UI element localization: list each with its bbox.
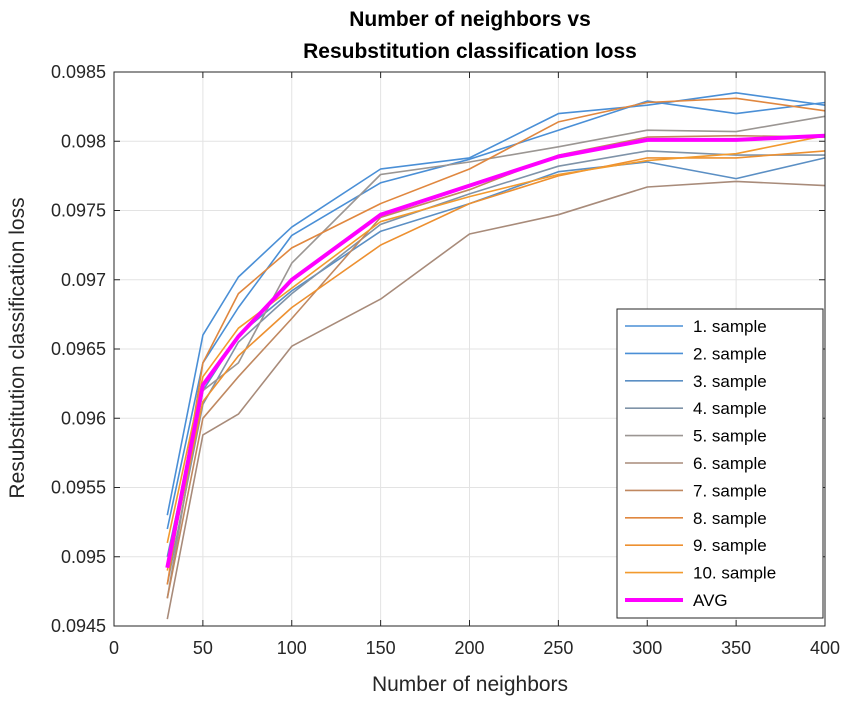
y-tick-label: 0.0945 xyxy=(51,616,106,636)
legend-entry-label: AVG xyxy=(693,591,728,610)
series-line-sample-2 xyxy=(166,100,826,530)
legend-entry-label: 7. sample xyxy=(693,481,767,500)
y-tick-label: 0.095 xyxy=(61,547,106,567)
y-tick-label: 0.0975 xyxy=(51,201,106,221)
x-tick-label: 250 xyxy=(543,638,573,658)
x-tick-label: 0 xyxy=(109,638,119,658)
x-tick-label: 150 xyxy=(366,638,396,658)
legend-entry-label: 3. sample xyxy=(693,372,767,391)
series-line-sample-1 xyxy=(166,92,826,516)
legend-entry-label: 8. sample xyxy=(693,509,767,528)
series-line-sample-5 xyxy=(166,115,826,599)
legend-entry-label: 4. sample xyxy=(693,399,767,418)
chart-title-line-1: Number of neighbors vs xyxy=(349,8,591,31)
series-line-sample-6 xyxy=(166,180,826,620)
y-tick-label: 0.0985 xyxy=(51,62,106,82)
x-tick-label: 50 xyxy=(193,638,213,658)
x-axis-label: Number of neighbors xyxy=(372,673,568,696)
legend-entry-label: 10. sample xyxy=(693,564,776,583)
x-tick-label: 350 xyxy=(721,638,751,658)
y-axis-label: Resubstitution classification loss xyxy=(6,197,29,498)
y-tick-label: 0.0965 xyxy=(51,339,106,359)
x-tick-label: 400 xyxy=(810,638,840,658)
series-line-avg xyxy=(165,133,826,569)
legend-entry-label: 5. sample xyxy=(693,427,767,446)
x-tick-label: 300 xyxy=(632,638,662,658)
legend: 1. sample 2. sample 3. sample 4. sample 5. s… xyxy=(616,308,824,619)
y-tick-label: 0.096 xyxy=(61,408,106,428)
legend-entry-label: 2. sample xyxy=(693,344,767,363)
chart-title-line-2: Resubstitution classification loss xyxy=(303,40,637,63)
legend-entry-label: 1. sample xyxy=(693,317,767,336)
x-tick-label: 200 xyxy=(454,638,484,658)
y-tick-label: 0.0955 xyxy=(51,478,106,498)
y-tick-label: 0.097 xyxy=(61,270,106,290)
x-tick-label: 100 xyxy=(277,638,307,658)
legend-entry-label: 9. sample xyxy=(693,536,767,555)
series-line-sample-10 xyxy=(166,134,826,544)
y-tick-label: 0.098 xyxy=(61,131,106,151)
series-line-sample-7 xyxy=(166,134,826,599)
series-line-sample-8 xyxy=(166,97,826,585)
legend-entry-label: 6. sample xyxy=(693,454,767,473)
